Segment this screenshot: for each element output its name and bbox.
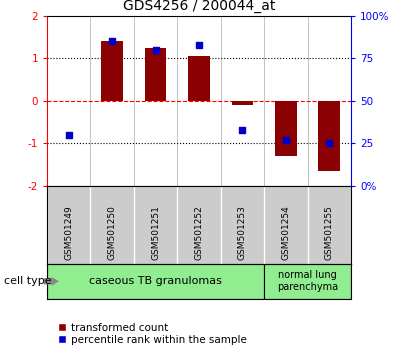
- Bar: [47, 264, 264, 299]
- Point: [283, 137, 289, 143]
- Text: GSM501251: GSM501251: [151, 205, 160, 260]
- Text: GSM501250: GSM501250: [107, 205, 117, 260]
- Bar: [188, 56, 210, 101]
- Bar: [145, 48, 166, 101]
- Point: [239, 127, 246, 132]
- Point: [66, 132, 72, 138]
- Bar: [232, 101, 253, 105]
- Text: GSM501252: GSM501252: [195, 205, 203, 260]
- Text: GSM501253: GSM501253: [238, 205, 247, 260]
- Bar: [101, 41, 123, 101]
- Text: caseous TB granulomas: caseous TB granulomas: [89, 276, 222, 286]
- Point: [152, 47, 159, 53]
- Point: [326, 141, 332, 146]
- Text: GSM501255: GSM501255: [325, 205, 334, 260]
- Text: GSM501254: GSM501254: [281, 205, 291, 260]
- Title: GDS4256 / 200044_at: GDS4256 / 200044_at: [123, 0, 275, 13]
- Point: [196, 42, 202, 47]
- Bar: [264, 264, 351, 299]
- Point: [109, 39, 115, 44]
- Legend: transformed count, percentile rank within the sample: transformed count, percentile rank withi…: [52, 318, 251, 349]
- Text: GSM501249: GSM501249: [64, 205, 73, 260]
- Text: cell type: cell type: [4, 276, 52, 286]
- Text: normal lung
parenchyma: normal lung parenchyma: [277, 270, 338, 292]
- Bar: [318, 101, 340, 171]
- Bar: [275, 101, 297, 156]
